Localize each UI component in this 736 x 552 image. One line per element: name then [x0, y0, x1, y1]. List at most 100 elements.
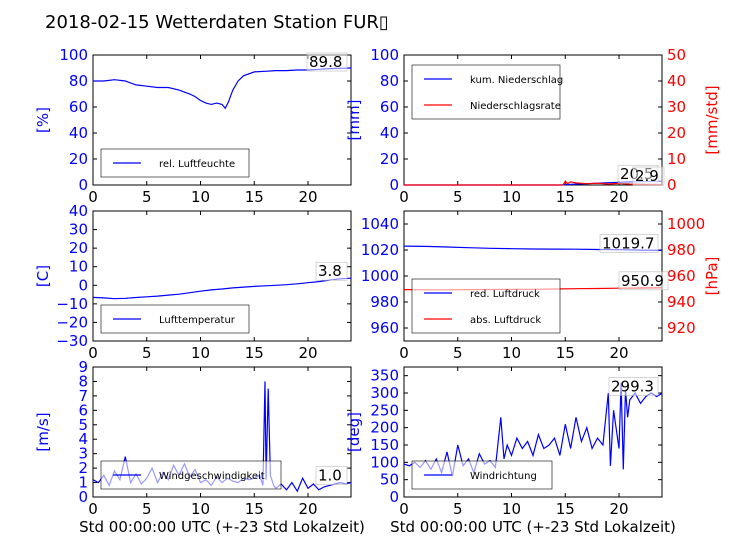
legend: Lufttemperatur — [100, 304, 250, 334]
y2-tick-label: 1000 — [667, 215, 705, 233]
y-tick-label: 1 — [78, 474, 88, 492]
y-tick-label: 3 — [78, 445, 88, 463]
y2-tick-label: 920 — [667, 319, 696, 337]
x-tick-label: 5 — [142, 500, 152, 518]
panel-pressure: 0 5 10 15 20 960 980 1000 1020 1040 920 940 960 980 10… — [361, 210, 721, 362]
value-annotation-box — [632, 166, 665, 186]
axes-frame — [92, 54, 352, 186]
y-tick-label: 250 — [370, 401, 399, 419]
y2-axis-label: [mm/std] — [703, 85, 721, 154]
y-tick-label: 40 — [380, 124, 399, 142]
value-annotation-box — [306, 52, 348, 72]
y-tick-label: 0 — [389, 488, 399, 506]
y-tick-label: 40 — [69, 124, 88, 142]
x-tick-label: 10 — [191, 188, 210, 206]
axes-frame — [403, 366, 663, 498]
x-tick-label: 10 — [191, 500, 210, 518]
y-tick-label: 1040 — [361, 215, 399, 233]
legend-label: kum. Niederschlag — [470, 75, 563, 86]
legend-box — [411, 278, 561, 334]
y2-tick-label: 960 — [667, 267, 696, 285]
y2-tick-label: 10 — [667, 150, 686, 168]
x-tick-label: 15 — [556, 188, 575, 206]
y-tick-label: 300 — [370, 384, 399, 402]
x-axis-label: Std 00:00:00 UTC (+-23 Std Lokalzeit) — [79, 518, 365, 536]
x-tick-label: 20 — [609, 344, 628, 362]
y-tick-label: 7 — [78, 387, 88, 405]
value-annotation: 1019.7 — [602, 234, 655, 252]
y-tick-label: 0 — [78, 276, 88, 294]
panel-precipitation: 0 5 10 15 20 0 20 40 60 80 100 0 10 20 30 40 50 [mm] [mm/s… — [345, 46, 721, 206]
value-annotation: 2.9 — [635, 167, 659, 185]
y-axis-label: [m/s] — [34, 412, 52, 451]
y2-tick-label: 940 — [667, 293, 696, 311]
y-tick-label: 50 — [380, 471, 399, 489]
x-tick-label: 20 — [298, 500, 317, 518]
y-tick-label: 20 — [69, 239, 88, 257]
value-annotation: 89.8 — [309, 53, 342, 71]
x-tick-label: 15 — [556, 500, 575, 518]
legend-label: rel. Luftfeuchte — [159, 159, 235, 170]
y-axis-label: [%] — [34, 107, 52, 133]
y-tick-label: 0 — [389, 176, 399, 194]
y-tick-label: 0 — [78, 488, 88, 506]
y-axis-label: [deg] — [345, 412, 363, 452]
value-annotation: 1.0 — [318, 467, 342, 485]
axes-frame — [92, 366, 352, 498]
x-tick-label: 20 — [609, 500, 628, 518]
value-annotation: 299.3 — [611, 377, 654, 395]
y-tick-label: −10 — [56, 295, 88, 313]
x-tick-label: 15 — [245, 344, 264, 362]
x-tick-label: 0 — [399, 188, 409, 206]
legend-label: red. Luftdruck — [470, 289, 540, 300]
y-axis-label: [C] — [34, 265, 52, 287]
y-tick-label: 980 — [370, 293, 399, 311]
legend-label: Lufttemperatur — [159, 315, 236, 326]
x-tick-label: 15 — [245, 188, 264, 206]
y-tick-label: 1020 — [361, 241, 399, 259]
x-tick-label: 0 — [88, 344, 98, 362]
x-tick-label: 5 — [142, 188, 152, 206]
y-tick-label: 100 — [370, 453, 399, 471]
legend: Windgeschwindigkeit — [100, 460, 282, 490]
y2-tick-label: 50 — [667, 46, 686, 64]
y-tick-label: 80 — [380, 72, 399, 90]
legend-label: abs. Luftdruck — [470, 315, 541, 326]
series-line-rel-luftfeuchte — [93, 67, 352, 110]
legend-label: Windrichtung — [470, 471, 537, 482]
x-tick-label: 5 — [453, 500, 463, 518]
y-tick-label: 20 — [380, 150, 399, 168]
x-tick-label: 5 — [453, 344, 463, 362]
y-tick-label: −30 — [56, 332, 88, 350]
y-tick-label: 40 — [69, 202, 88, 220]
x-tick-label: 10 — [502, 500, 521, 518]
x-tick-label: 20 — [298, 344, 317, 362]
y-tick-label: 60 — [380, 98, 399, 116]
y-tick-label: 100 — [370, 46, 399, 64]
y-tick-label: 8 — [78, 372, 88, 390]
x-tick-label: 15 — [556, 344, 575, 362]
x-tick-label: 0 — [399, 500, 409, 518]
y2-tick-label: 0 — [667, 176, 677, 194]
legend-box — [411, 64, 561, 120]
y-tick-label: 2 — [78, 459, 88, 477]
legend: red. Luftdruck abs. Luftdruck — [411, 278, 561, 334]
value-annotation: 3.8 — [318, 262, 342, 280]
axes-frame — [92, 210, 352, 342]
y-tick-label: 0 — [78, 176, 88, 194]
legend: rel. Luftfeuchte — [100, 148, 250, 178]
y-tick-label: 80 — [69, 72, 88, 90]
y2-tick-label: 20 — [667, 124, 686, 142]
x-tick-label: 10 — [191, 344, 210, 362]
y-tick-label: 4 — [78, 430, 88, 448]
y-tick-label: 9 — [78, 358, 88, 376]
x-tick-label: 10 — [502, 188, 521, 206]
legend: kum. Niederschlag Niederschlagsrate — [411, 64, 563, 120]
y2-axis-label: [hPa] — [703, 257, 721, 296]
legend-label: Windgeschwindigkeit — [159, 471, 265, 482]
value-annotation-box — [618, 271, 669, 291]
x-axis-label: Std 00:00:00 UTC (+-23 Std Lokalzeit) — [390, 518, 676, 536]
